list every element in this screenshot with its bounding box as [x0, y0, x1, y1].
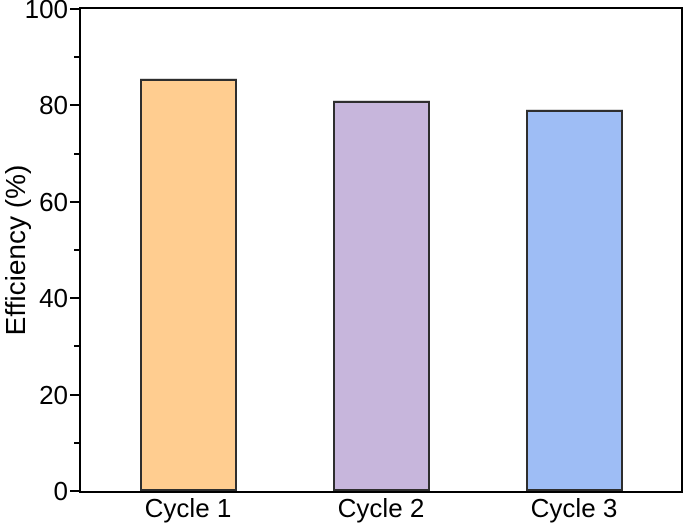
y-axis-major-tick — [70, 490, 79, 492]
y-axis-minor-tick — [74, 345, 79, 348]
y-axis-tick-label: 40 — [39, 283, 68, 314]
bar-cycle-3 — [526, 110, 623, 491]
plot-area — [79, 7, 683, 493]
y-axis-tick-label: 0 — [53, 476, 68, 506]
y-axis-major-tick — [70, 297, 79, 300]
y-axis-tick-label: 60 — [39, 186, 68, 217]
y-axis-title: Efficiency (%) — [0, 164, 31, 336]
y-axis-tick-label: 100 — [24, 0, 68, 24]
bar-cycle-1 — [140, 79, 237, 491]
y-axis-major-tick — [70, 200, 79, 203]
y-axis-major-tick — [70, 8, 79, 10]
x-axis-tick-label: Cycle 2 — [337, 493, 425, 523]
y-axis-minor-tick — [74, 441, 79, 444]
y-axis-tick-label: 20 — [39, 379, 68, 410]
y-axis-tick-label: 80 — [39, 90, 68, 121]
x-axis-tick-label: Cycle 1 — [144, 493, 232, 523]
y-axis-minor-tick — [74, 249, 79, 251]
x-axis-tick-label: Cycle 3 — [530, 493, 618, 523]
bar-cycle-2 — [333, 101, 430, 491]
y-axis-major-tick — [70, 393, 79, 396]
y-axis-minor-tick — [74, 56, 79, 59]
y-axis-minor-tick — [74, 152, 79, 155]
y-axis-major-tick — [70, 104, 79, 107]
